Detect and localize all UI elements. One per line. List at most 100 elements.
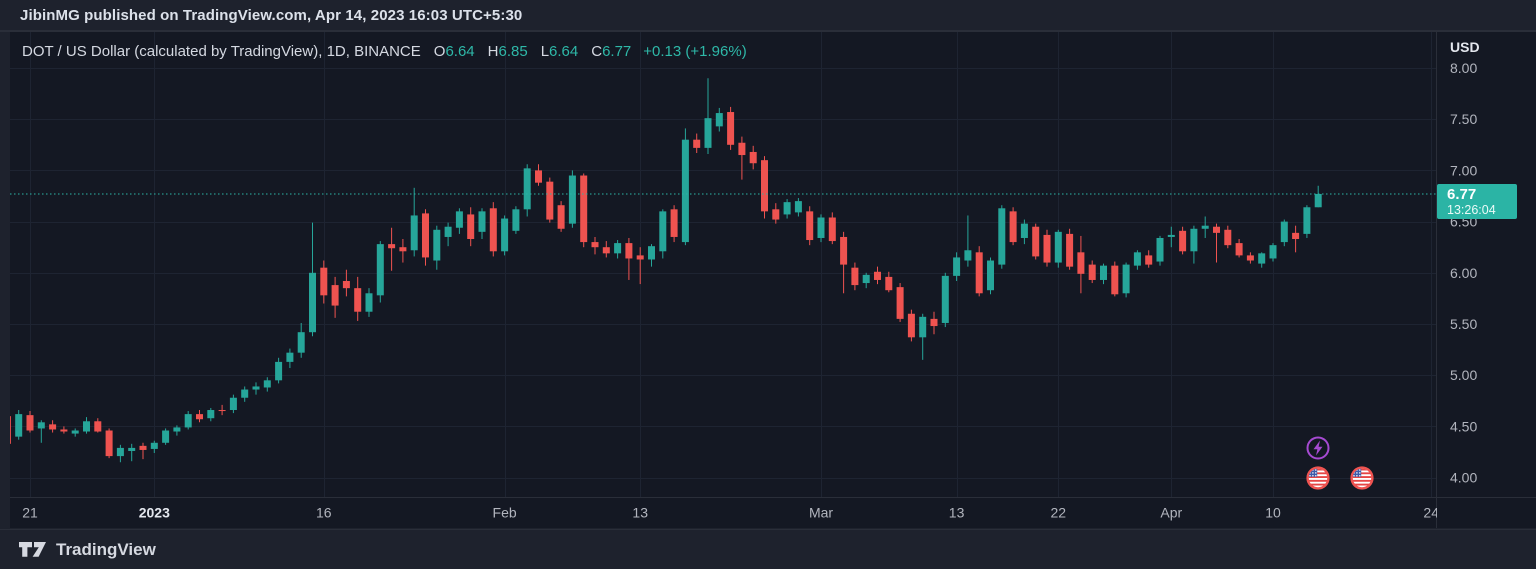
- legend-change: +0.13 (+1.96%): [643, 43, 747, 60]
- candle-body: [399, 247, 407, 252]
- candle-body: [704, 118, 712, 148]
- current-price-value: 6.77: [1447, 186, 1477, 203]
- candle-body: [614, 243, 622, 254]
- candle-body: [116, 447, 124, 457]
- price-tick-label: 5.00: [1450, 367, 1477, 383]
- candle-body: [320, 267, 328, 296]
- candle-body: [263, 380, 271, 388]
- publish-info-text: JibinMG published on TradingView.com, Ap…: [20, 6, 523, 24]
- candle-body: [681, 139, 689, 243]
- candle-body: [557, 205, 565, 229]
- event-markers: [1306, 436, 1374, 490]
- footer-brand-text[interactable]: TradingView: [56, 539, 156, 559]
- candle-body: [128, 447, 136, 451]
- candle-body: [941, 275, 949, 323]
- candle-body: [37, 422, 45, 429]
- candle-body: [162, 430, 170, 443]
- time-tick-label: Apr: [1160, 505, 1182, 521]
- candle-body: [1201, 225, 1209, 229]
- time-tick-label: 21: [22, 505, 38, 521]
- candle-body: [1077, 252, 1085, 274]
- candle-body: [252, 386, 260, 390]
- candlesticks: [10, 78, 1322, 463]
- candle-body: [783, 202, 791, 215]
- candle-body: [591, 242, 599, 248]
- candle-body: [1088, 264, 1096, 280]
- price-tick-label: 5.50: [1450, 316, 1477, 332]
- candle-body: [546, 181, 554, 220]
- candle-body: [896, 287, 904, 319]
- candle-body: [376, 244, 384, 296]
- lightning-event-icon[interactable]: [1306, 436, 1330, 460]
- legend-high: H6.85: [487, 43, 528, 60]
- candle-body: [1280, 221, 1288, 243]
- candle-body: [1224, 229, 1232, 246]
- candle-body: [874, 271, 881, 280]
- candle-body: [919, 316, 927, 338]
- symbol-title[interactable]: DOT / US Dollar (calculated by TradingVi…: [22, 43, 421, 60]
- price-tick-label: 4.00: [1450, 470, 1477, 486]
- candle-body: [410, 215, 418, 251]
- price-axis-currency: USD: [1450, 39, 1480, 55]
- bar-countdown: 13:26:04: [1447, 203, 1496, 217]
- candle-body: [1032, 226, 1040, 257]
- time-tick-label: 22: [1051, 505, 1067, 521]
- time-tick-label: Feb: [493, 505, 517, 521]
- candle-body: [354, 288, 362, 312]
- candle-body: [1054, 231, 1062, 263]
- candle-body: [840, 236, 848, 265]
- candle-body: [648, 246, 655, 260]
- economic-event-flag-icon[interactable]: [1350, 466, 1374, 490]
- price-tick-label: 7.50: [1450, 111, 1477, 127]
- candle-body: [1100, 265, 1107, 280]
- symbol-legend[interactable]: DOT / US Dollar (calculated by TradingVi…: [22, 43, 747, 60]
- economic-event-flag-icon[interactable]: [1306, 466, 1330, 490]
- price-tick-label: 8.00: [1450, 60, 1477, 76]
- candle-body: [83, 421, 90, 432]
- price-gridlines: [10, 68, 1436, 479]
- candle-body: [309, 272, 316, 333]
- candle-body: [975, 252, 983, 294]
- candle-body: [580, 175, 588, 243]
- candle-body: [953, 257, 961, 276]
- candle-body: [10, 416, 11, 444]
- candle-body: [1292, 232, 1300, 240]
- candle-body: [772, 209, 780, 220]
- candle-body: [173, 427, 181, 432]
- candle-body: [184, 414, 192, 428]
- candle-body: [987, 260, 994, 291]
- time-axis-labels[interactable]: 21 2023 16 Feb 13 Mar 13 22 Apr 10 24: [22, 505, 1439, 521]
- candle-body: [885, 276, 893, 291]
- candle-body: [297, 332, 305, 353]
- candle-body: [659, 211, 667, 252]
- candle-body: [422, 213, 429, 258]
- candle-body: [196, 414, 203, 420]
- candle-body: [930, 318, 938, 327]
- axis-borders: [0, 31, 1536, 528]
- candle-body: [71, 430, 79, 434]
- candle-body: [1246, 255, 1254, 261]
- price-tick-label: 6.00: [1450, 265, 1477, 281]
- candle-body: [851, 267, 859, 286]
- tradingview-logo-icon[interactable]: [19, 541, 47, 558]
- candle-body: [501, 218, 509, 252]
- candle-body: [1235, 243, 1243, 256]
- candle-body: [794, 201, 802, 213]
- legend-close: C6.77: [591, 43, 632, 60]
- time-tick-label: 16: [316, 505, 332, 521]
- time-tick-label: 13: [949, 505, 965, 521]
- candle-body: [862, 274, 870, 284]
- candle-body: [1122, 264, 1130, 294]
- candle-body: [26, 415, 34, 431]
- time-tick-label: Mar: [809, 505, 833, 521]
- candle-body: [1043, 234, 1051, 263]
- candle-body: [331, 285, 339, 306]
- legend-open: O6.64: [433, 43, 475, 60]
- candle-body: [275, 361, 283, 381]
- candle-body: [1303, 207, 1311, 234]
- publish-info-bar: JibinMG published on TradingView.com, Ap…: [0, 0, 1536, 31]
- candle-body: [738, 142, 746, 156]
- footer-bar: TradingView: [0, 529, 1536, 569]
- candle-body: [467, 214, 475, 240]
